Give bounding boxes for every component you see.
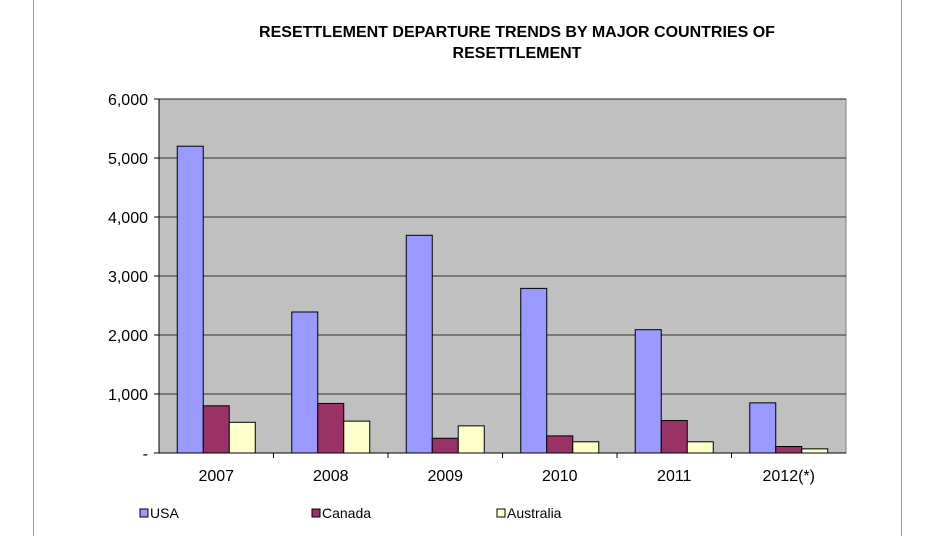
bar-australia <box>228 421 256 454</box>
y-tick-label: 6,000 <box>108 92 148 109</box>
y-tick-label: 5,000 <box>108 151 148 168</box>
x-tick-label: 2010 <box>542 468 578 485</box>
bar-canada <box>775 446 803 454</box>
bar-canada <box>660 420 688 454</box>
legend-swatch-australia <box>496 508 506 518</box>
y-tick-label: 4,000 <box>108 210 148 227</box>
y-tick-label: 3,000 <box>108 269 148 286</box>
bar-australia <box>343 420 371 454</box>
bar-australia <box>801 448 829 454</box>
x-tick-label: 2009 <box>427 468 463 485</box>
y-tick-label: 2,000 <box>108 328 148 345</box>
legend-label-usa: USA <box>150 505 179 521</box>
legend-label-australia: Australia <box>507 505 562 521</box>
y-tick-label: 1,000 <box>108 387 148 404</box>
legend-label-canada: Canada <box>322 505 371 521</box>
bar-australia <box>572 441 600 454</box>
bar-usa <box>634 329 662 454</box>
bar-australia <box>686 441 714 454</box>
legend-swatch-usa <box>139 508 149 518</box>
x-tick-label: 2007 <box>198 468 234 485</box>
bar-australia <box>457 425 485 454</box>
legend-swatch-canada <box>311 508 321 518</box>
bar-canada <box>431 437 459 454</box>
chart-title-line-1: RESETTLEMENT DEPARTURE TRENDS BY MAJOR C… <box>259 24 775 41</box>
chart-title-line-2: RESETTLEMENT <box>453 45 582 62</box>
chart-frame <box>33 0 902 536</box>
x-tick-label: 2012(*) <box>763 468 815 485</box>
bar-canada <box>202 405 230 454</box>
x-tick-label: 2008 <box>313 468 349 485</box>
bar-canada <box>546 435 574 454</box>
x-tick-label: 2011 <box>657 468 692 485</box>
y-tick-label: - <box>143 446 148 463</box>
bar-usa <box>520 287 548 454</box>
bar-usa <box>176 145 204 454</box>
bar-usa <box>291 311 319 454</box>
bar-usa <box>749 402 777 454</box>
bar-usa <box>405 234 433 454</box>
bar-canada <box>317 402 345 454</box>
